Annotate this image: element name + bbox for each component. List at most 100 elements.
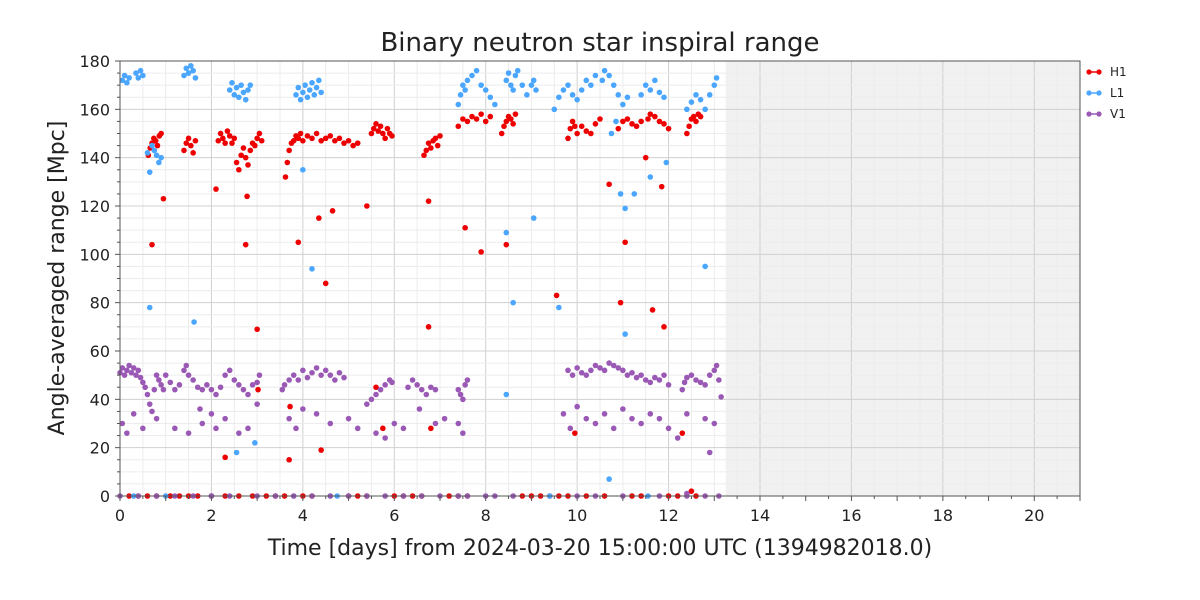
data-point-L1	[191, 319, 197, 325]
data-point-L1	[309, 79, 315, 86]
data-point-V1	[574, 403, 580, 410]
data-point-V1	[647, 411, 654, 417]
data-point-V1	[183, 362, 190, 369]
data-point-L1	[252, 440, 258, 446]
data-point-V1	[295, 377, 302, 383]
data-point-V1	[140, 379, 146, 386]
data-point-V1	[432, 420, 439, 427]
data-point-L1	[599, 77, 606, 84]
data-point-V1	[199, 420, 206, 427]
data-point-V1	[204, 382, 210, 388]
data-point-H1	[190, 150, 196, 156]
data-point-V1	[656, 377, 663, 383]
y-tick-label: 140	[79, 149, 110, 168]
y-tick-label: 160	[79, 100, 110, 119]
series-L1	[119, 63, 720, 499]
data-point-L1	[140, 72, 146, 79]
data-point-H1	[318, 447, 324, 453]
data-point-H1	[373, 121, 379, 127]
y-tick-label: 100	[79, 245, 110, 264]
data-point-V1	[279, 386, 286, 393]
data-point-V1	[185, 430, 192, 436]
x-tick-label: 10	[567, 506, 587, 525]
data-point-H1	[229, 140, 235, 146]
data-point-H1	[368, 130, 375, 137]
data-point-L1	[652, 77, 658, 84]
data-point-H1	[304, 133, 311, 139]
data-point-L1	[156, 159, 162, 166]
data-point-V1	[313, 411, 320, 417]
data-point-H1	[684, 130, 690, 137]
data-point-L1	[304, 94, 311, 101]
data-point-L1	[482, 87, 489, 93]
data-point-H1	[498, 130, 505, 137]
data-point-L1	[606, 476, 612, 482]
data-point-V1	[633, 374, 640, 381]
data-point-H1	[286, 147, 292, 154]
x-tick-label: 0	[115, 506, 125, 525]
data-point-V1	[236, 430, 242, 436]
y-tick-label: 120	[79, 197, 110, 216]
data-point-H1	[384, 125, 391, 132]
data-point-H1	[220, 135, 226, 142]
data-point-H1	[389, 133, 395, 139]
data-point-V1	[300, 406, 306, 412]
data-point-V1	[597, 365, 603, 371]
data-point-L1	[530, 77, 537, 84]
data-point-V1	[124, 430, 130, 436]
data-point-H1	[336, 135, 343, 142]
data-point-H1	[295, 135, 302, 142]
data-point-L1	[124, 79, 130, 86]
x-tick-label: 12	[658, 506, 678, 525]
data-point-H1	[380, 425, 386, 432]
legend-marker-V1	[1096, 111, 1102, 117]
data-point-H1	[574, 130, 580, 137]
data-point-H1	[482, 118, 489, 125]
legend-marker-L1	[1086, 90, 1092, 96]
data-point-L1	[231, 92, 238, 98]
data-point-L1	[697, 96, 704, 103]
data-point-V1	[181, 367, 187, 374]
data-point-L1	[702, 263, 708, 270]
data-point-L1	[608, 130, 615, 137]
data-point-V1	[592, 420, 599, 427]
data-point-H1	[642, 154, 649, 161]
data-point-L1	[487, 94, 494, 101]
data-point-V1	[560, 411, 567, 417]
data-point-H1	[297, 130, 304, 137]
data-point-L1	[233, 449, 240, 456]
data-point-V1	[240, 386, 247, 393]
data-point-L1	[236, 94, 242, 101]
y-tick-label: 40	[90, 390, 110, 409]
data-point-V1	[684, 374, 690, 381]
data-point-L1	[135, 75, 142, 81]
data-point-L1	[622, 205, 628, 212]
data-point-V1	[151, 386, 158, 393]
data-point-L1	[530, 215, 537, 221]
data-point-V1	[249, 382, 256, 388]
data-point-H1	[553, 292, 560, 299]
data-point-V1	[217, 384, 224, 391]
data-point-H1	[238, 152, 244, 159]
data-point-V1	[286, 415, 292, 422]
data-point-H1	[316, 215, 322, 221]
data-point-H1	[478, 111, 484, 117]
x-tick-label: 8	[481, 506, 491, 525]
data-point-V1	[245, 425, 251, 432]
data-point-L1	[144, 150, 151, 156]
data-point-L1	[133, 70, 139, 76]
data-point-H1	[572, 123, 578, 130]
data-point-L1	[146, 304, 153, 311]
data-point-L1	[505, 70, 512, 76]
data-point-V1	[665, 425, 672, 432]
data-point-V1	[160, 386, 167, 393]
data-point-H1	[322, 135, 329, 142]
data-point-H1	[629, 121, 635, 127]
data-point-H1	[615, 125, 622, 132]
data-point-L1	[455, 101, 462, 108]
data-point-L1	[149, 142, 155, 149]
data-point-H1	[567, 125, 574, 132]
data-point-H1	[254, 326, 260, 333]
data-point-H1	[501, 123, 507, 130]
data-point-L1	[119, 77, 126, 84]
